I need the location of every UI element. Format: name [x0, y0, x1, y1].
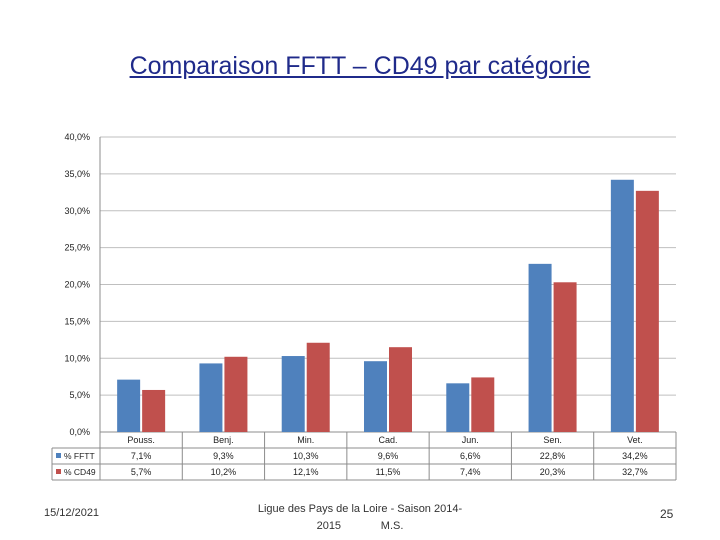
y-tick-label: 0,0% — [69, 427, 90, 437]
legend-label: % CD49 — [64, 467, 96, 477]
data-label: 6,6% — [460, 451, 481, 461]
footer-source-line1: Ligue des Pays de la Loire - Saison 2014… — [257, 503, 463, 515]
bar-cd49 — [142, 389, 166, 432]
bar-cd49 — [306, 342, 330, 432]
footer-source: Ligue des Pays de la Loire - Saison 2014… — [255, 501, 465, 535]
y-tick-label: 35,0% — [64, 169, 90, 179]
data-label: 34,2% — [622, 451, 648, 461]
category-label: Benj. — [213, 435, 234, 445]
data-label: 9,6% — [378, 451, 399, 461]
data-label: 7,4% — [460, 467, 481, 477]
category-label: Sen. — [543, 435, 562, 445]
y-tick-label: 15,0% — [64, 316, 90, 326]
page-number: 25 — [660, 507, 674, 521]
data-label: 20,3% — [540, 467, 566, 477]
y-tick-label: 40,0% — [64, 132, 90, 142]
bar-fftt — [281, 356, 305, 432]
data-label: 32,7% — [622, 467, 648, 477]
y-tick-label: 10,0% — [64, 353, 90, 363]
data-label: 5,7% — [131, 467, 152, 477]
category-label: Pouss. — [127, 435, 155, 445]
bar-fftt — [117, 379, 141, 432]
bar-cd49 — [471, 377, 495, 432]
data-label: 7,1% — [131, 451, 152, 461]
bar-cd49 — [389, 347, 412, 432]
data-label: 10,2% — [211, 467, 237, 477]
legend-label: % FFTT — [64, 451, 95, 461]
bar-fftt — [528, 263, 552, 432]
category-label: Vet. — [627, 435, 643, 445]
category-label: Jun. — [462, 435, 479, 445]
data-label: 9,3% — [213, 451, 234, 461]
bar-cd49 — [635, 190, 659, 432]
category-label: Cad. — [378, 435, 397, 445]
bar-cd49 — [553, 282, 577, 432]
y-tick-label: 25,0% — [64, 243, 90, 253]
slide-title: Comparaison FFTT – CD49 par catégorie — [129, 52, 591, 80]
footer-date: 15/12/2021 — [44, 507, 100, 519]
bar-fftt — [199, 363, 223, 432]
bar-fftt — [364, 361, 387, 432]
data-label: 12,1% — [293, 467, 319, 477]
bar-fftt — [610, 179, 634, 432]
y-tick-label: 30,0% — [64, 206, 90, 216]
data-label: 10,3% — [293, 451, 319, 461]
legend-swatch — [56, 469, 61, 474]
data-label: 22,8% — [540, 451, 566, 461]
legend-swatch — [56, 453, 61, 458]
data-label: 11,5% — [376, 467, 401, 477]
bar-fftt — [446, 383, 470, 432]
bar-chart: 0,0% 5,0% 10,0% 15,0% 20,0% 25,0% 30,0% 35,0% 40… — [51, 132, 677, 481]
category-label: Min. — [297, 435, 314, 445]
y-tick-label: 20,0% — [64, 280, 90, 290]
bar-cd49 — [224, 356, 248, 432]
y-tick-label: 5,0% — [69, 390, 90, 400]
footer-source-line2: 2015 M.S. — [316, 520, 404, 532]
